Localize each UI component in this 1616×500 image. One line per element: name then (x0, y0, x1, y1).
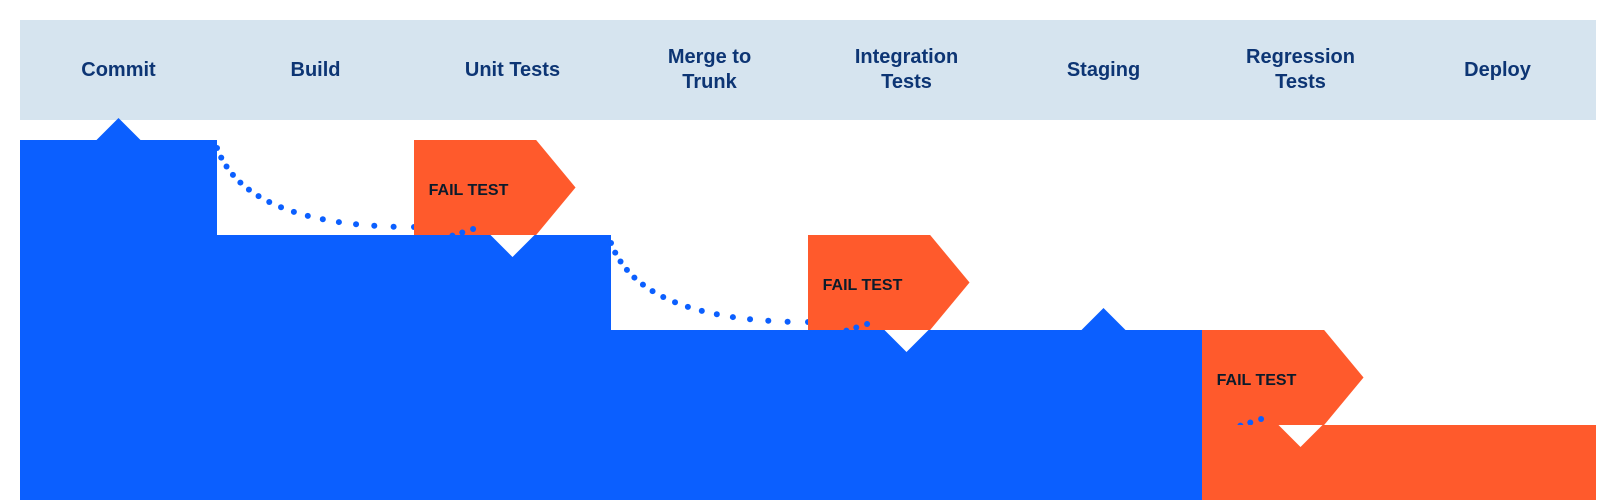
pipeline-svg: FAIL TEST FAIL TEST FAIL TEST (0, 0, 1616, 500)
pipeline-diagram: Commit Build Unit Tests Merge to Trunk I… (0, 0, 1616, 500)
fail-test-label: FAIL TEST (429, 182, 509, 199)
fail-test-label: FAIL TEST (823, 277, 903, 294)
fail-test-label: FAIL TEST (1217, 372, 1297, 389)
